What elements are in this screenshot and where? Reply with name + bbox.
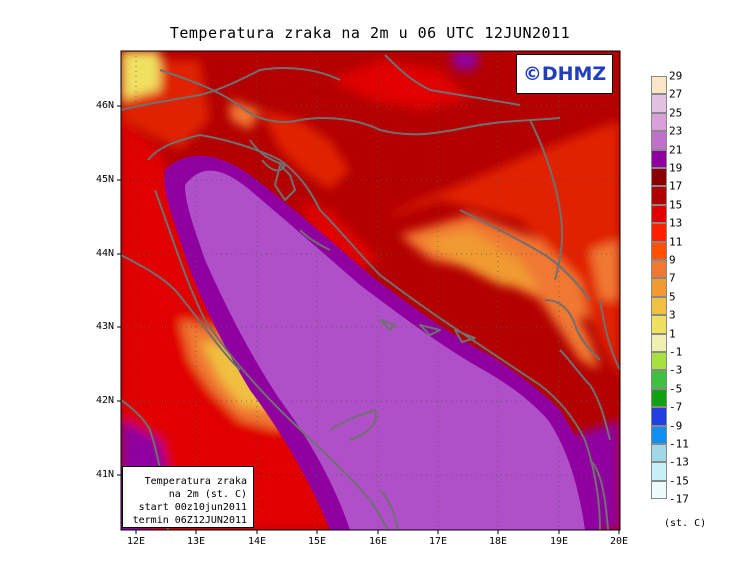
legend-unit: (st. C) — [664, 518, 707, 529]
lon-label-20e: 20E — [609, 536, 629, 547]
legend-swatch — [651, 296, 667, 316]
legend-swatch — [651, 149, 667, 168]
legend-label: -3 — [669, 363, 683, 377]
legend-swatch — [651, 480, 667, 500]
legend-swatch — [651, 204, 667, 224]
legend-swatch — [651, 241, 667, 260]
legend-label: 25 — [669, 106, 683, 120]
legend-label: -11 — [669, 437, 689, 451]
legend-label: 29 — [669, 69, 683, 83]
info-box: Temperatura zraka na 2m (st. C) start 00… — [122, 466, 254, 528]
legend-swatch — [651, 462, 667, 481]
legend-label: -15 — [669, 474, 689, 488]
legend-label: 13 — [669, 216, 683, 230]
lon-label-13e: 13E — [186, 536, 206, 547]
legend-swatch — [651, 333, 667, 352]
legend-label: 11 — [669, 235, 683, 249]
legend-label: 5 — [669, 290, 676, 304]
lat-label-46n: 46N — [96, 100, 115, 111]
info-line-1: Temperatura zraka — [144, 476, 247, 487]
lat-label-44n: 44N — [96, 248, 115, 259]
legend-swatch — [651, 168, 667, 187]
info-line-3: start 00z10jun2011 — [138, 502, 247, 513]
legend-swatch — [651, 131, 667, 150]
legend-swatch — [651, 370, 667, 389]
lon-label-15e: 15E — [307, 536, 327, 547]
legend-label: 7 — [669, 271, 676, 285]
legend-label: -17 — [669, 492, 689, 506]
legend-swatch — [651, 352, 667, 371]
legend-swatch — [651, 444, 667, 463]
legend-swatch — [651, 278, 667, 297]
legend-swatch — [651, 388, 667, 408]
legend-label: -5 — [669, 382, 683, 396]
legend-swatch — [651, 94, 667, 113]
lat-label-45n: 45N — [96, 174, 115, 185]
legend-label: -9 — [669, 419, 683, 433]
legend-swatch — [651, 407, 667, 426]
legend-swatch — [651, 112, 667, 132]
lon-label-12e: 12E — [126, 536, 146, 547]
legend-swatch — [651, 186, 667, 205]
lon-label-19e: 19E — [549, 536, 569, 547]
lat-label-41n: 41N — [96, 469, 115, 480]
legend-label: 17 — [669, 179, 683, 193]
lon-label-18e: 18E — [488, 536, 508, 547]
legend-label: 23 — [669, 124, 683, 138]
legend-label: 3 — [669, 308, 676, 322]
lat-label-42n: 42N — [96, 395, 115, 406]
legend-label: -7 — [669, 400, 683, 414]
info-line-2: na 2m (st. C) — [168, 489, 247, 500]
lon-label-17e: 17E — [428, 536, 448, 547]
map-title: Temperatura zraka na 2m u 06 UTC 12JUN20… — [169, 24, 571, 42]
legend-swatch — [651, 223, 667, 242]
legend-label: 19 — [669, 161, 683, 175]
legend-label: 9 — [669, 253, 676, 267]
dhmz-logo: ©DHMZ — [516, 54, 613, 94]
info-line-4: termin 06Z12JUN2011 — [132, 515, 247, 526]
legend-label: 1 — [669, 327, 676, 341]
legend-label: 21 — [669, 143, 683, 157]
lon-label-16e: 16E — [368, 536, 388, 547]
legend-label: 27 — [669, 87, 683, 101]
legend-label: -1 — [669, 345, 683, 359]
legend-label: 15 — [669, 198, 683, 212]
lon-label-14e: 14E — [247, 536, 267, 547]
legend-swatch — [651, 260, 667, 279]
legend-swatch — [651, 76, 667, 95]
lat-label-43n: 43N — [96, 321, 115, 332]
legend-swatch — [651, 315, 667, 334]
legend-label: -13 — [669, 455, 689, 469]
legend-swatch — [651, 425, 667, 444]
